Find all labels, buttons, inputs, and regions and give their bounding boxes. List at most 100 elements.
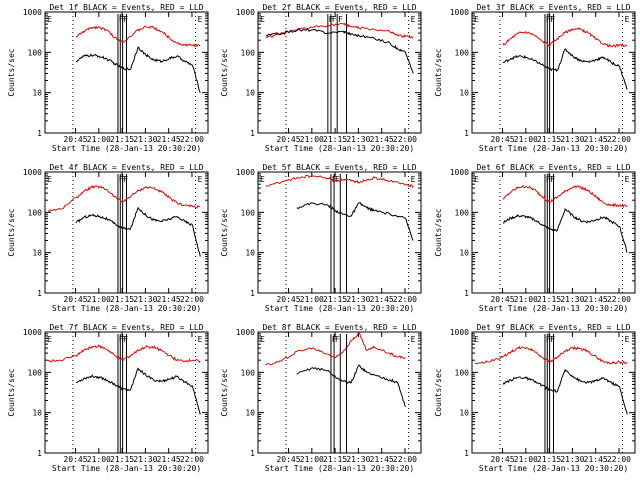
x-tick-label: 21:15	[323, 295, 347, 304]
event-flag-label: F	[546, 175, 551, 184]
y-tick-label: 100	[455, 368, 470, 377]
x-axis-label: Start Time (28-Jan-13 20:30:20)	[52, 464, 201, 473]
eclipse-label-right: E	[625, 175, 630, 184]
event-flag-label: F	[332, 15, 337, 24]
panel-title: Det 9f BLACK = Events, RED = LLD	[476, 323, 630, 332]
x-tick-label: 21:00	[87, 455, 111, 464]
y-axis-label: Counts/sec	[220, 48, 229, 96]
eclipse-label-left: E	[474, 175, 479, 184]
eclipse-label-left: E	[47, 15, 52, 24]
event-flag-label: F	[119, 335, 124, 344]
x-tick-label: 21:45	[584, 295, 608, 304]
x-tick-label: 21:45	[157, 135, 181, 144]
y-tick-label: 1	[464, 129, 469, 138]
y-axis-label: Counts/sec	[7, 48, 16, 96]
event-flag-label: F	[546, 335, 551, 344]
plot-frame	[257, 171, 422, 294]
event-flag-label: F	[123, 15, 128, 24]
eclipse-label-right: E	[198, 335, 203, 344]
series-line-lld	[502, 185, 628, 209]
event-flag-label: F	[335, 335, 340, 344]
panel-det-8: Det 8f BLACK = Events, RED = LLD 1 10 100 10…	[220, 323, 422, 473]
x-tick-label: 20:45	[490, 295, 514, 304]
x-axis-label: Start Time (28-Jan-13 20:30:20)	[265, 304, 414, 313]
y-tick-label: 1	[250, 449, 255, 458]
x-tick-label: 21:45	[370, 135, 394, 144]
event-flag-label: F	[550, 175, 555, 184]
x-tick-label: 20:45	[276, 295, 300, 304]
series-line-lld	[265, 22, 414, 39]
event-flag-label: F	[338, 15, 343, 24]
eclipse-label-right: E	[411, 15, 416, 24]
x-tick-label: 21:45	[157, 455, 181, 464]
series-line-lld	[265, 174, 414, 188]
panel-title: Det 4f BLACK = Events, RED = LLD	[49, 163, 203, 172]
x-tick-label: 20:45	[490, 455, 514, 464]
event-flag-label: F	[121, 175, 126, 184]
series-line-events	[75, 46, 201, 93]
y-axis-label: Counts/sec	[434, 208, 443, 256]
x-tick-label: 21:30	[133, 135, 157, 144]
x-tick-label: 21:45	[370, 455, 394, 464]
x-tick-label: 22:00	[607, 455, 631, 464]
x-axis-label: Start Time (28-Jan-13 20:30:20)	[265, 464, 414, 473]
y-axis-label: Counts/sec	[7, 208, 16, 256]
x-tick-label: 22:00	[607, 295, 631, 304]
x-tick-label: 21:00	[514, 455, 538, 464]
event-flag-label: F	[119, 15, 124, 24]
eclipse-label-left: E	[474, 15, 479, 24]
panel-title: Det 6f BLACK = Events, RED = LLD	[476, 163, 630, 172]
y-tick-label: 1	[250, 129, 255, 138]
series-line-events	[265, 28, 414, 74]
y-tick-label: 1	[37, 289, 42, 298]
eclipse-label-left: E	[260, 175, 265, 184]
y-tick-label: 10	[32, 249, 42, 258]
eclipse-label-right: E	[625, 15, 630, 24]
x-tick-label: 20:45	[276, 135, 300, 144]
x-tick-label: 21:30	[346, 135, 370, 144]
y-axis-label: Counts/sec	[434, 368, 443, 416]
x-tick-label: 21:45	[370, 295, 394, 304]
x-tick-label: 21:45	[157, 295, 181, 304]
plot-frame	[257, 11, 422, 134]
x-tick-label: 21:30	[346, 455, 370, 464]
y-tick-label: 1000	[23, 8, 42, 17]
x-tick-label: 21:30	[560, 455, 584, 464]
x-tick-label: 22:00	[393, 455, 417, 464]
eclipse-label-right: E	[625, 335, 630, 344]
x-tick-label: 22:00	[393, 295, 417, 304]
y-tick-label: 1000	[236, 328, 255, 337]
eclipse-label-left: E	[260, 15, 265, 24]
eclipse-label-left: E	[260, 335, 265, 344]
panel-det-7: Det 7f BLACK = Events, RED = LLD 1 10 100 10…	[7, 323, 209, 473]
series-line-events	[75, 367, 201, 415]
y-tick-label: 1000	[236, 168, 255, 177]
panel-det-9: Det 9f BLACK = Events, RED = LLD 1 10 100 10…	[434, 323, 636, 473]
x-tick-label: 22:00	[180, 295, 204, 304]
event-flag-label: F	[548, 15, 553, 24]
y-axis-label: Counts/sec	[220, 368, 229, 416]
y-tick-label: 10	[32, 89, 42, 98]
event-flag-label: F	[548, 335, 553, 344]
y-tick-label: 1	[464, 289, 469, 298]
y-tick-label: 1000	[450, 328, 469, 337]
series-line-events	[296, 202, 414, 241]
y-tick-label: 100	[28, 208, 43, 217]
y-axis-label: Counts/sec	[220, 208, 229, 256]
event-flag-label: F	[550, 15, 555, 24]
y-tick-label: 1	[250, 289, 255, 298]
y-tick-label: 10	[245, 409, 255, 418]
x-tick-label: 21:00	[300, 295, 324, 304]
y-axis-label: Counts/sec	[434, 48, 443, 96]
eclipse-label-right: E	[198, 15, 203, 24]
y-tick-label: 10	[459, 409, 469, 418]
series-line-lld	[75, 25, 201, 48]
series-line-lld	[47, 184, 201, 213]
series-line-events	[502, 208, 628, 253]
event-flag-label: F	[546, 15, 551, 24]
y-tick-label: 1000	[450, 8, 469, 17]
y-tick-label: 10	[245, 89, 255, 98]
x-tick-label: 22:00	[393, 135, 417, 144]
event-flag-label: F	[121, 15, 126, 24]
